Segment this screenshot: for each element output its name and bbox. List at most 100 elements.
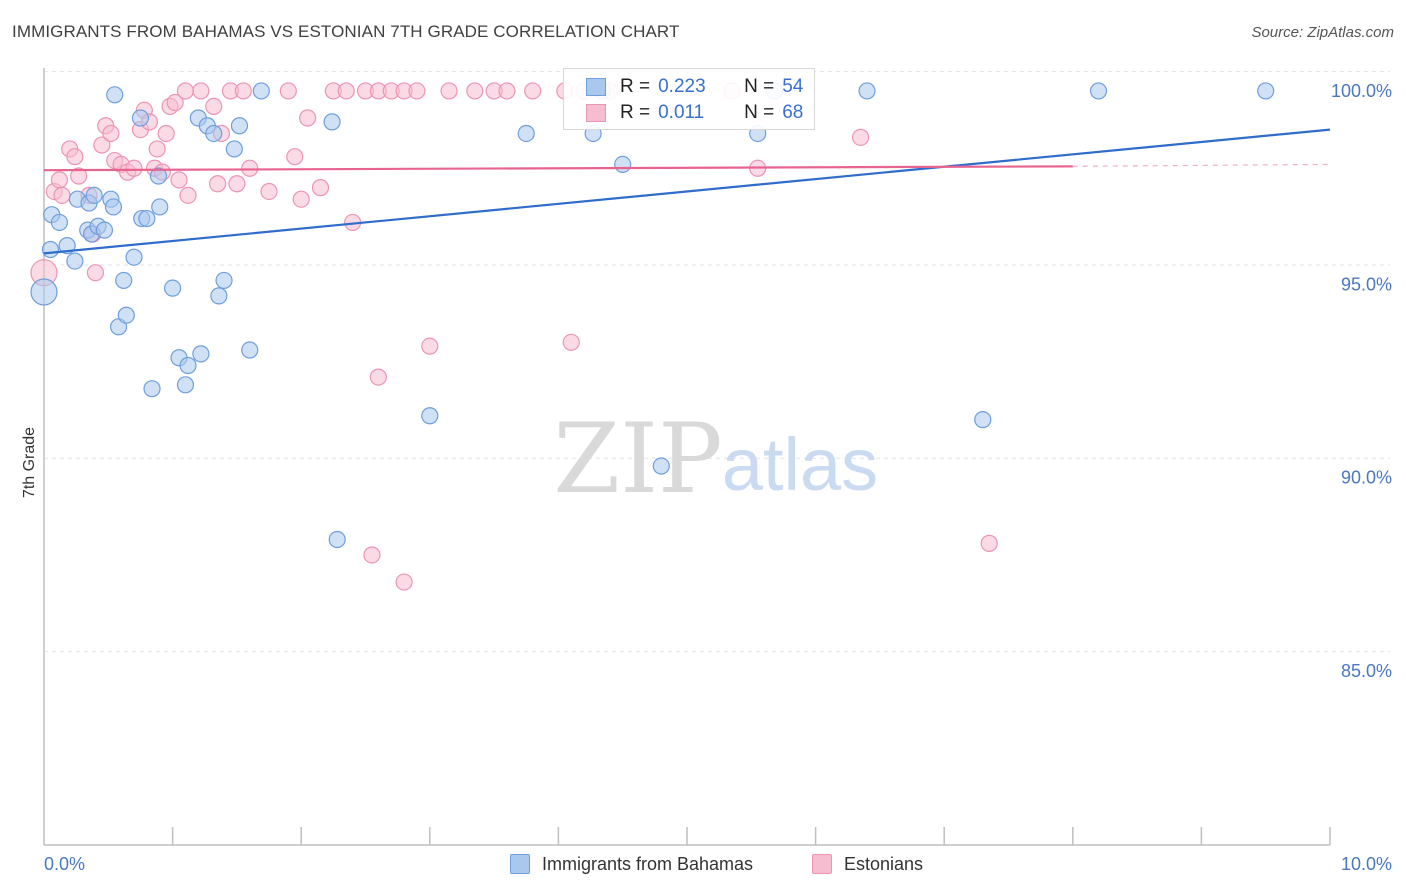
point-estonians-31 [209,175,227,193]
point-estonians-5 [66,148,84,166]
point-estonians-41 [299,109,317,127]
legend-n-value-bahamas: 54 [782,76,804,97]
point-estonians-6 [70,167,88,185]
point-estonians-42 [311,179,330,197]
legend-row-estonians: R = 0.011 N = 68 [586,100,803,126]
point-estonians-12 [102,124,120,143]
point-bahamas-33 [210,287,228,305]
point-bahamas-51 [1089,82,1108,100]
legend-r-label: R = [620,102,651,123]
watermark-zip: ZIP [553,403,722,515]
legend-n-value-estonians: 68 [782,102,804,123]
point-estonians-63 [395,573,413,591]
legend-r-value-bahamas: 0.223 [658,76,706,97]
point-bahamas-35 [225,140,243,158]
point-bahamas-42 [517,124,535,143]
point-estonians-25 [166,93,184,112]
trend-line-bahamas [43,128,1331,255]
legend-r-value-estonians: 0.011 [658,102,705,123]
point-estonians-30 [205,97,223,116]
chart-source: Source: ZipAtlas.com [1251,24,1394,41]
axis-layer [43,68,1331,846]
trend-line-estonians [43,165,1073,172]
point-estonians-62 [363,546,381,564]
point-estonians-67 [980,534,998,552]
point-bahamas-40 [328,530,346,549]
grid-layer [44,71,1390,653]
legend-n-label: N = [744,76,775,97]
point-estonians-39 [286,148,304,166]
point-bahamas-0 [30,278,58,306]
point-estonians-28 [179,186,197,204]
y-tick-label-0: 100.0% [1331,81,1392,101]
point-bahamas-50 [974,411,992,429]
correlation-legend: R = 0.223 N = 54 R = 0.011 N = 68 [563,68,815,130]
point-bahamas-32 [205,124,223,143]
point-bahamas-5 [66,252,84,270]
point-estonians-56 [524,82,542,100]
x-tick-label-left: 0.0% [44,854,85,874]
point-estonians-27 [176,82,195,100]
point-estonians-66 [852,128,870,146]
watermark-atlas: atlas [722,423,878,506]
point-bahamas-3 [41,240,60,259]
point-estonians-26 [170,171,188,189]
point-bahamas-39 [323,113,341,131]
point-estonians-29 [192,82,210,100]
point-estonians-61 [369,368,387,386]
point-bahamas-24 [151,198,169,216]
point-estonians-40 [292,190,310,208]
series-estonians-points [30,82,998,591]
point-bahamas-2 [50,213,69,232]
watermark: ZIP atlas [553,403,878,515]
point-bahamas-38 [252,82,270,100]
point-bahamas-36 [230,117,249,135]
point-bahamas-12 [95,221,114,239]
point-estonians-9 [86,264,105,282]
bottom-legend-swatch-estonians [812,854,832,874]
point-bahamas-10 [85,186,103,204]
point-estonians-3 [53,186,71,204]
point-estonians-21 [148,140,166,158]
point-bahamas-46 [652,457,670,475]
point-bahamas-27 [176,376,195,394]
point-bahamas-28 [179,356,197,375]
trend-lines [43,128,1331,255]
point-estonians-2 [50,171,69,189]
point-estonians-60 [562,333,580,351]
point-estonians-53 [466,82,484,100]
point-bahamas-37 [241,341,259,359]
point-bahamas-23 [149,167,168,185]
point-bahamas-25 [164,279,182,297]
x-tick-label-right: 10.0% [1341,854,1392,874]
point-bahamas-53 [106,86,124,104]
legend-swatch-bahamas [586,78,606,96]
point-bahamas-19 [131,109,150,127]
point-bahamas-30 [192,345,210,363]
point-estonians-55 [498,82,516,100]
chart-title: IMMIGRANTS FROM BAHAMAS VS ESTONIAN 7TH … [12,22,680,41]
point-estonians-38 [279,82,297,100]
point-estonians-35 [234,82,252,100]
point-bahamas-52 [1257,82,1275,100]
legend-r-label: R = [620,76,651,97]
bottom-legend-bahamas[interactable]: Immigrants from Bahamas [510,850,753,878]
bottom-legend-label-estonians: Estonians [844,853,924,874]
point-estonians-10 [93,136,111,154]
point-estonians-37 [260,182,278,201]
bottom-legend-swatch-bahamas [510,854,530,874]
bottom-legend-estonians[interactable]: Estonians [812,850,923,878]
bottom-legend-label-bahamas: Immigrants from Bahamas [542,853,754,874]
point-bahamas-21 [138,209,156,228]
axis-labels: 100.0% 95.0% 90.0% 85.0% 0.0% 10.0% 7th Grade [21,81,1392,874]
legend-row-bahamas: R = 0.223 N = 54 [586,74,803,100]
point-estonians-23 [157,124,175,143]
point-estonians-44 [337,82,355,100]
point-bahamas-45 [614,155,632,174]
point-estonians-36 [241,159,259,177]
trend-line-estonians-extension [1072,163,1331,167]
point-bahamas-17 [117,306,135,324]
point-estonians-34 [228,175,246,193]
